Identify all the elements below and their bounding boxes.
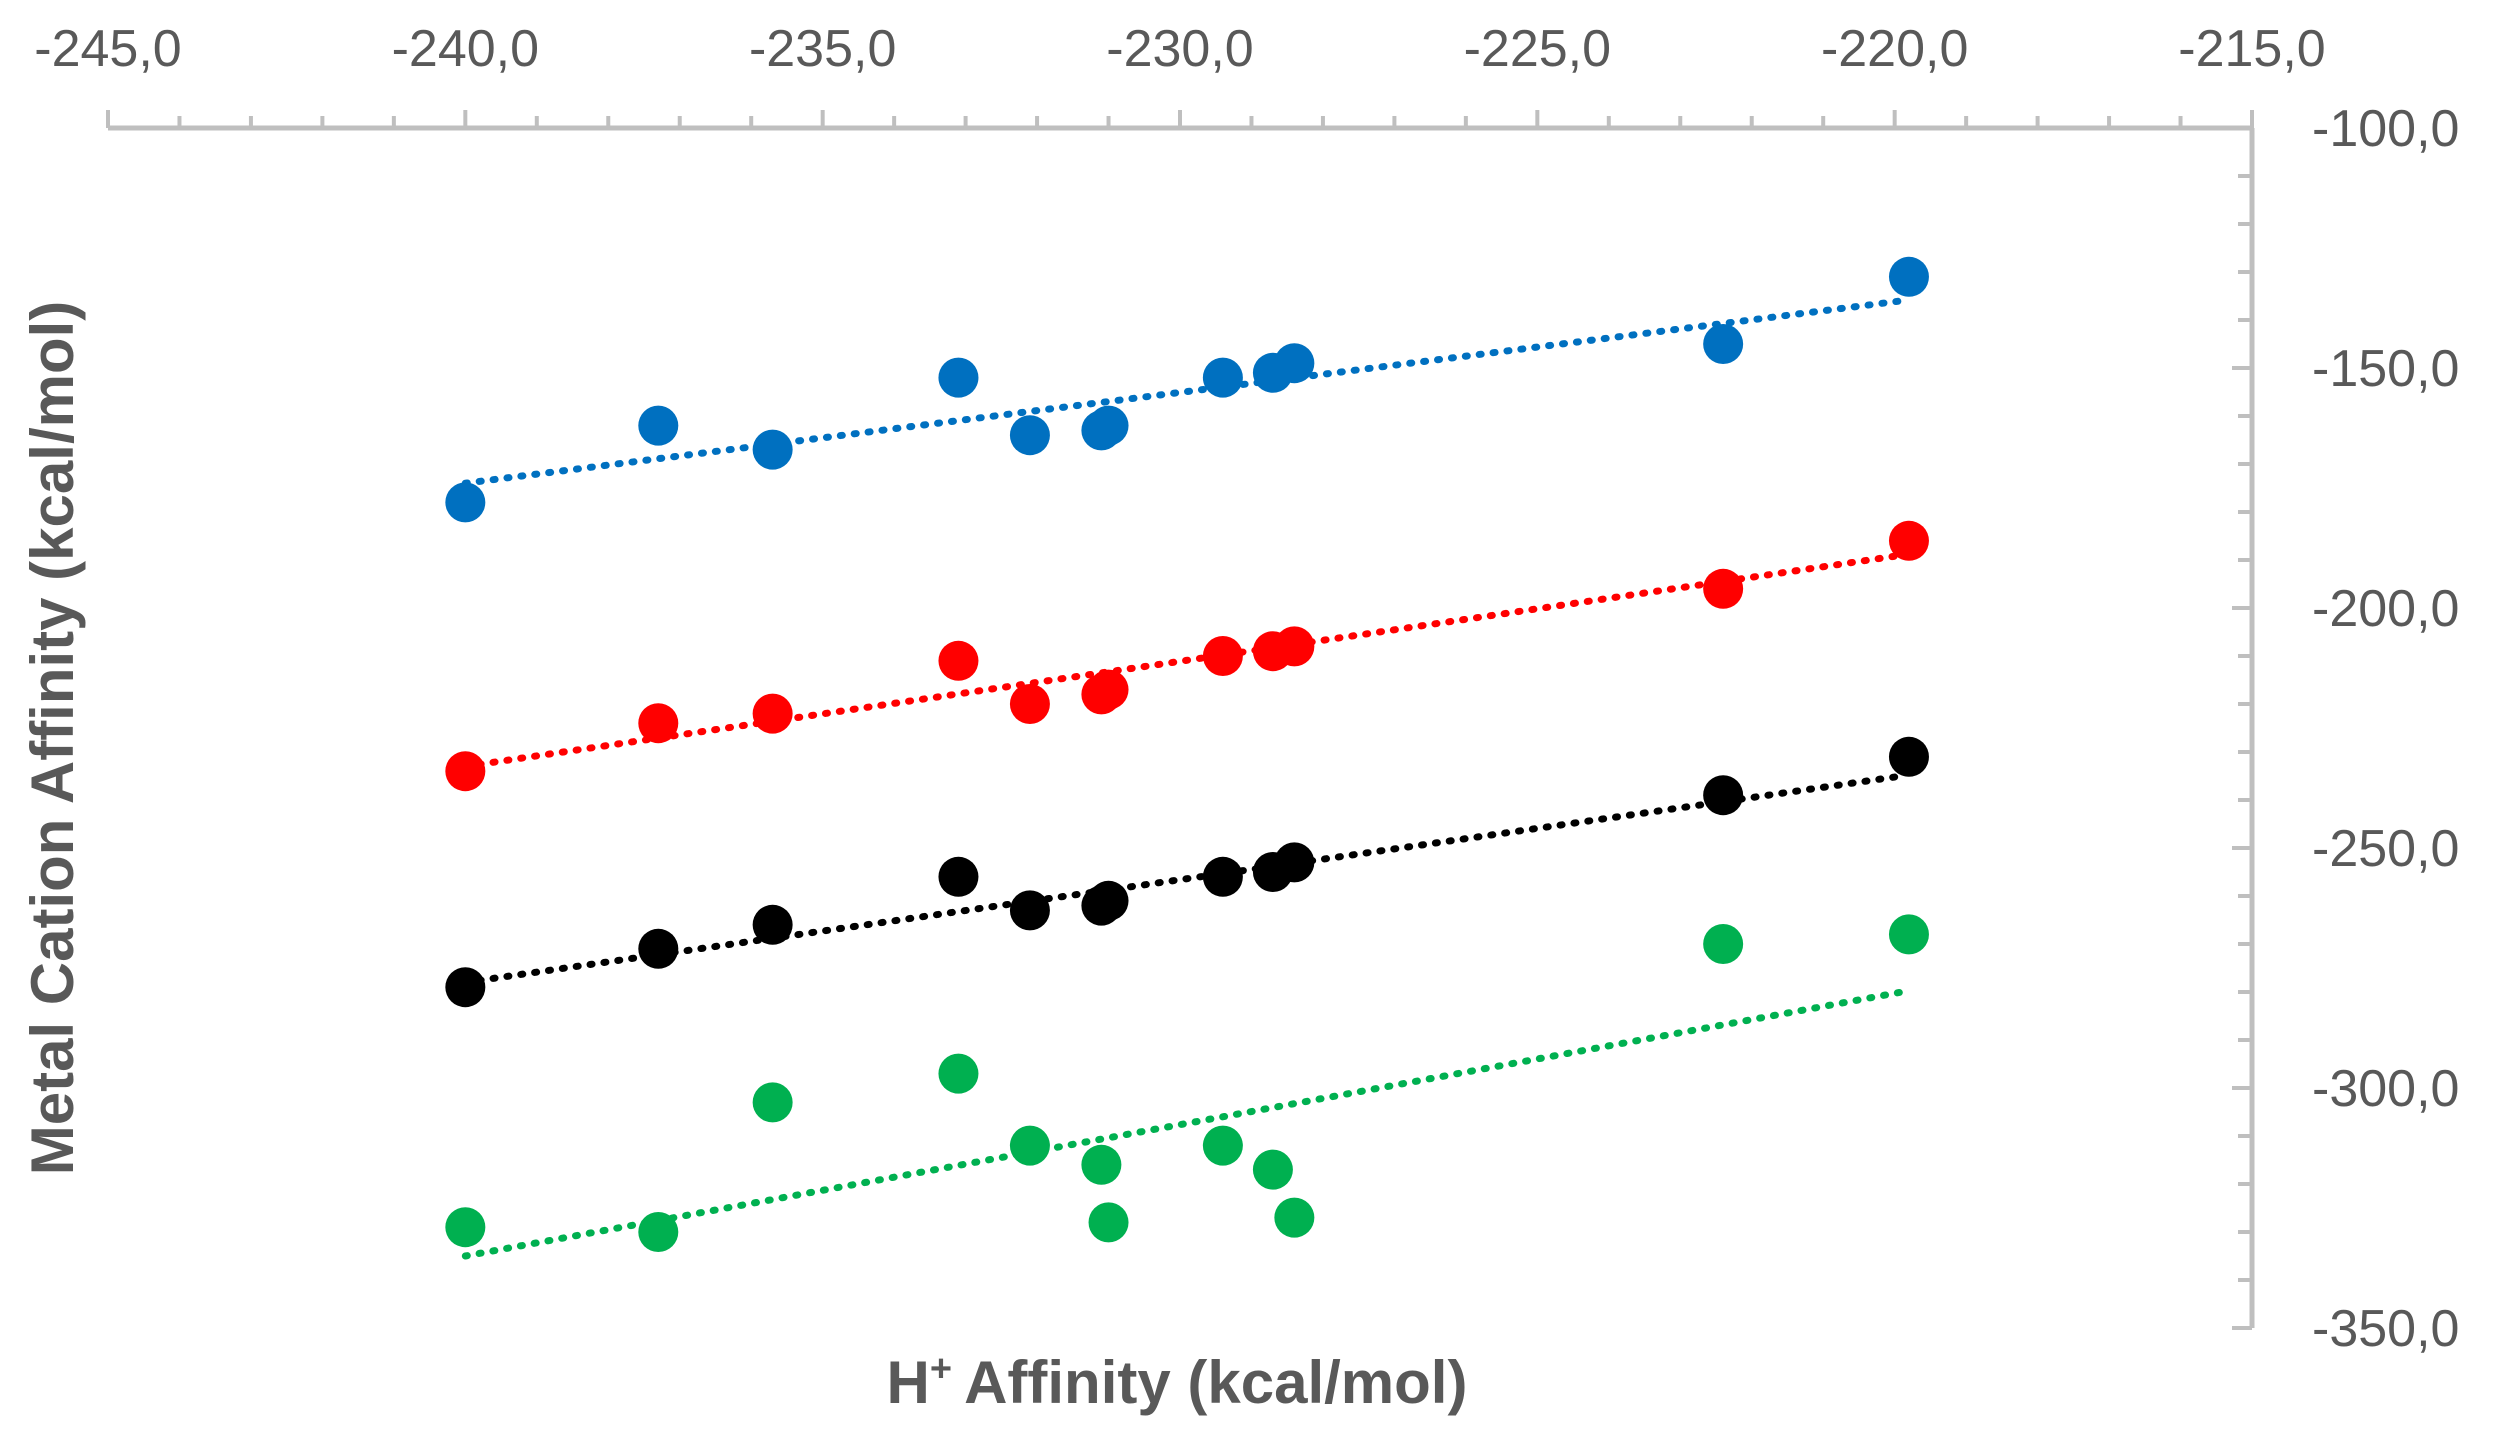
point-black: [1274, 842, 1315, 883]
y-tick-label: -350,0: [2312, 1300, 2459, 1358]
x-axis-title: H+ Affinity (kcal/mol): [887, 1348, 1468, 1416]
x-tick-label: -245,0: [34, 20, 181, 78]
x-tick-label: -225,0: [1464, 20, 1611, 78]
point-green: [1088, 1202, 1129, 1243]
point-blue: [938, 357, 979, 398]
x-tick-label: -220,0: [1821, 20, 1968, 78]
x-tick-label: -230,0: [1106, 20, 1253, 78]
y-tick-label: -200,0: [2312, 580, 2459, 638]
trendline-green: [461, 988, 1906, 1260]
point-green: [1274, 1197, 1315, 1238]
point-red: [1274, 626, 1315, 667]
y-tick-label: -250,0: [2312, 820, 2459, 878]
x-axis-title-text: Affinity (kcal/mol): [964, 1349, 1467, 1416]
x-axis: -245,0 -240,0 -235,0 -230,0 -225,0 -220,0 -215…: [34, 20, 2326, 131]
y-tick-label: -150,0: [2312, 340, 2459, 398]
point-blue: [1202, 357, 1243, 398]
point-black: [445, 967, 486, 1008]
point-green: [1252, 1149, 1293, 1190]
point-red: [938, 640, 979, 681]
point-red: [1888, 520, 1929, 561]
point-blue: [1703, 324, 1744, 364]
point-red: [1703, 568, 1744, 609]
trendline-black: [461, 772, 1906, 986]
x-tick-label: -235,0: [749, 20, 896, 78]
point-green: [1081, 1144, 1122, 1185]
point-green: [638, 1212, 679, 1252]
point-black: [1009, 890, 1050, 931]
point-red: [638, 703, 679, 744]
point-green: [445, 1207, 486, 1248]
trendline-blue: [461, 297, 1906, 487]
y-axis: -100,0 -150,0 -200,0 -250,0 -300,0 -350,0: [2232, 100, 2459, 1358]
y-axis-title: Metal Cation Affinity (kcal/mol): [19, 301, 86, 1176]
x-tick-label: -240,0: [392, 20, 539, 78]
point-black: [1703, 775, 1744, 816]
point-blue: [1888, 256, 1929, 297]
data-points: [445, 256, 1929, 1252]
y-tick-label: -300,0: [2312, 1060, 2459, 1118]
point-black: [638, 928, 679, 969]
point-green: [1009, 1125, 1050, 1166]
point-black: [1088, 880, 1129, 921]
point-red: [1009, 684, 1050, 724]
point-green: [938, 1053, 979, 1094]
point-black: [938, 856, 979, 897]
y-tick-label: -100,0: [2312, 100, 2459, 158]
x-axis-title-sup: +: [930, 1348, 952, 1390]
trendline-red: [461, 551, 1906, 770]
point-red: [1088, 669, 1129, 710]
point-blue: [638, 405, 679, 446]
point-black: [1202, 856, 1243, 897]
point-black: [1888, 736, 1929, 777]
point-green: [1888, 914, 1929, 955]
point-green: [1703, 924, 1744, 964]
point-red: [445, 751, 486, 792]
point-red: [752, 693, 793, 734]
point-blue: [445, 482, 486, 523]
point-blue: [752, 429, 793, 470]
point-blue: [1088, 405, 1129, 446]
point-green: [1202, 1125, 1243, 1166]
point-black: [752, 904, 793, 945]
point-red: [1202, 636, 1243, 676]
x-tick-label: -215,0: [2178, 20, 2325, 78]
point-green: [752, 1082, 793, 1123]
point-blue: [1009, 415, 1050, 456]
point-blue: [1274, 343, 1315, 384]
trendlines: [461, 297, 1906, 1260]
x-axis-title-prefix: H: [887, 1349, 930, 1416]
